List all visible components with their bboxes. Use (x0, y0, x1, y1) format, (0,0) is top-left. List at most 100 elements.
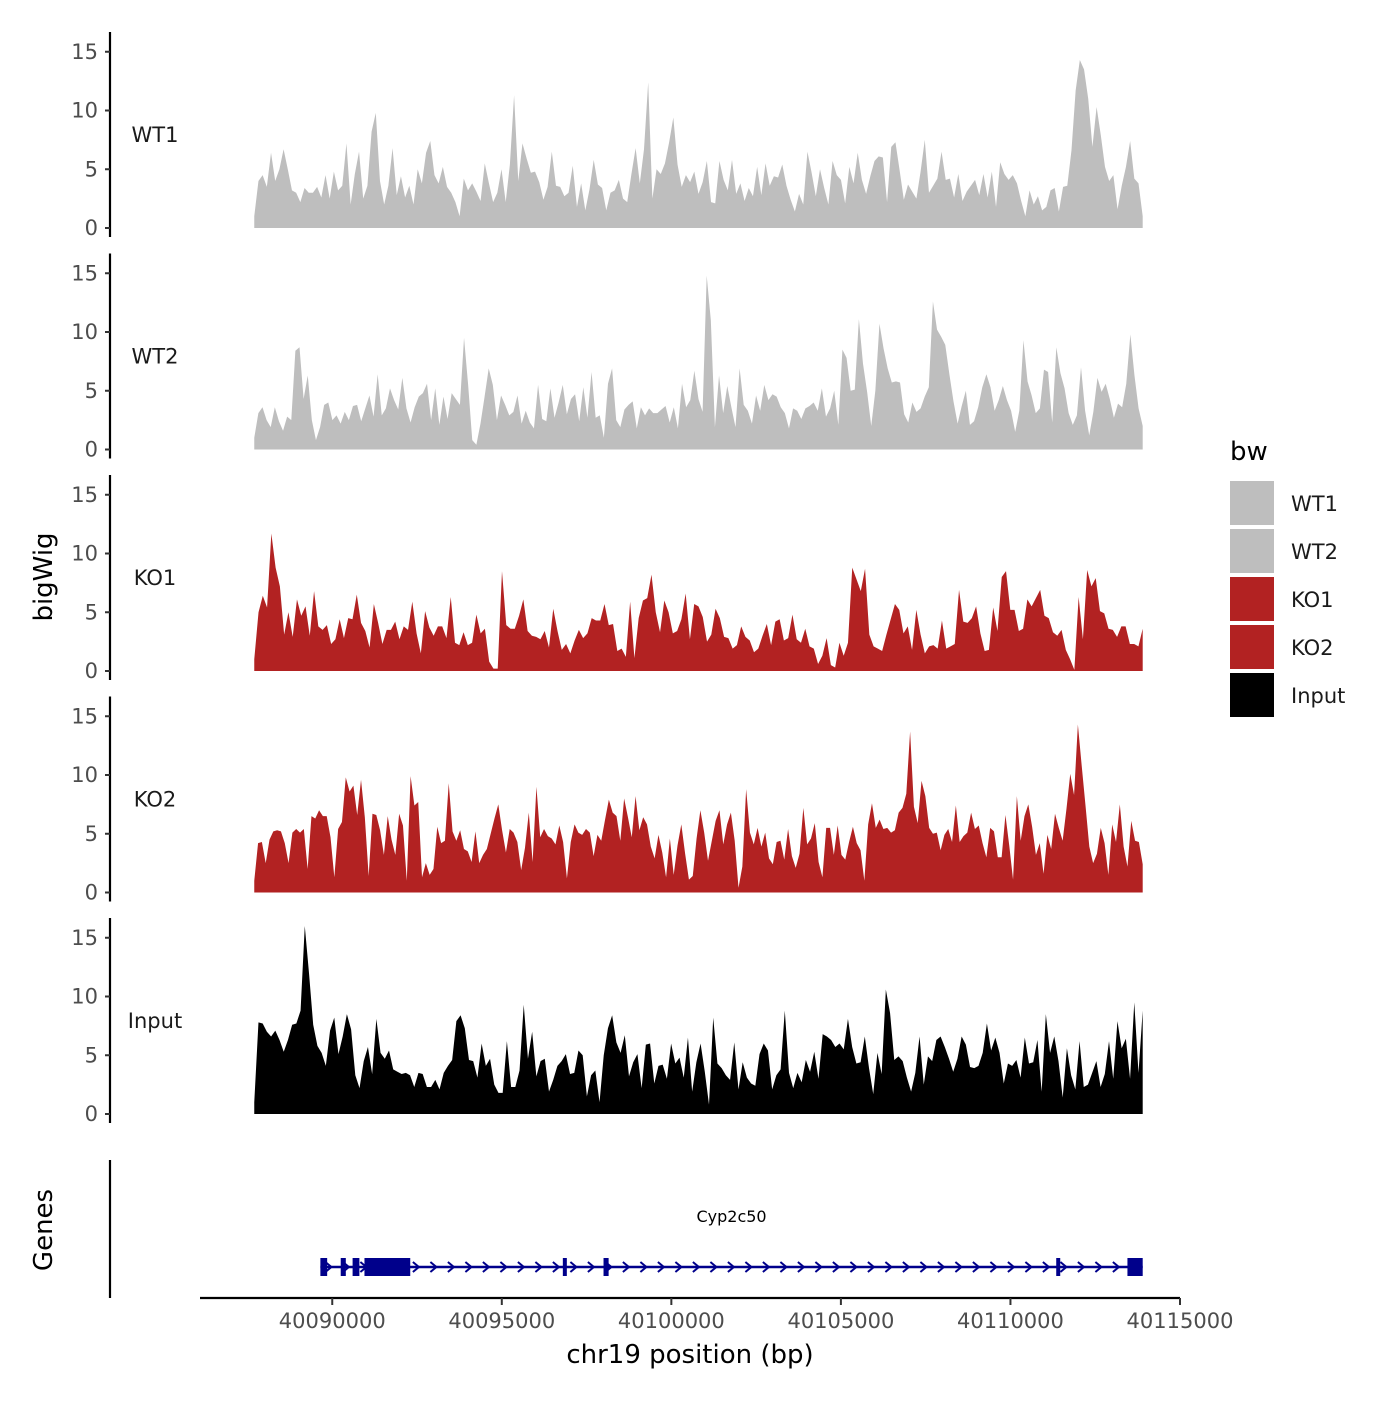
y-tick-label: 15 (71, 704, 98, 728)
y-tick-label: 15 (71, 40, 98, 64)
legend-label-wt2: WT2 (1291, 540, 1338, 564)
y-tick-label: 10 (71, 763, 98, 787)
strand-chevron (797, 1261, 806, 1273)
track-ko1: 0 5 10 15 KO1 (71, 475, 1143, 683)
y-tick-label: 15 (71, 926, 98, 950)
strand-chevron (447, 1261, 456, 1273)
x-tick-label: 40105000 (787, 1309, 894, 1333)
strand-chevron (552, 1261, 561, 1273)
strand-chevron (779, 1261, 788, 1273)
legend-label-input: Input (1291, 684, 1345, 708)
strand-chevron (324, 1261, 333, 1273)
legend-title: bw (1230, 437, 1268, 467)
strand-chevron (482, 1261, 491, 1273)
gene-label: Cyp2c50 (696, 1207, 766, 1226)
strand-chevron (622, 1261, 631, 1273)
strand-chevron (692, 1261, 701, 1273)
strand-chevron (937, 1261, 946, 1273)
legend-label-wt1: WT1 (1291, 492, 1338, 516)
y-tick-label: 0 (85, 216, 98, 240)
track-label: WT2 (132, 345, 179, 369)
strand-chevron (902, 1261, 911, 1273)
y-tick-label: 5 (85, 1043, 98, 1067)
x-tick-label: 40090000 (279, 1309, 386, 1333)
area-ko2 (254, 724, 1143, 893)
area-wt1 (254, 59, 1143, 228)
exon-block (340, 1258, 346, 1276)
strand-chevron (587, 1261, 596, 1273)
strand-chevron (517, 1261, 526, 1273)
track-label: KO2 (134, 788, 177, 812)
legend-label-ko1: KO1 (1291, 588, 1334, 612)
y-axis-title: bigWig (29, 532, 59, 621)
legend-key-input (1230, 673, 1274, 717)
exon-block (562, 1258, 567, 1276)
x-tick-label: 40110000 (957, 1309, 1064, 1333)
area-wt2 (254, 275, 1143, 450)
strand-chevron (1077, 1261, 1086, 1273)
y-tick-label: 0 (85, 881, 98, 905)
legend-key-wt2 (1230, 529, 1274, 573)
y-tick-label: 0 (85, 1102, 98, 1126)
exon-block (352, 1258, 360, 1276)
x-tick-label: 40115000 (1127, 1309, 1234, 1333)
exon-block (320, 1258, 328, 1276)
strand-chevron (867, 1261, 876, 1273)
track-label: WT1 (132, 123, 179, 147)
strand-chevron (919, 1261, 928, 1273)
y-tick-label: 10 (71, 985, 98, 1009)
strand-chevron (762, 1261, 771, 1273)
strand-chevron (639, 1261, 648, 1273)
track-wt2: 0 5 10 15 WT2 (71, 253, 1143, 462)
strand-chevron (499, 1261, 508, 1273)
y-tick-label: 15 (71, 483, 98, 507)
track-label: KO1 (134, 566, 177, 590)
track-label: Input (128, 1009, 182, 1033)
strand-chevron (1042, 1261, 1051, 1273)
strand-chevron (657, 1261, 666, 1273)
x-axis: 40090000 40095000 40100000 40105000 40110000… (200, 1296, 1234, 1333)
strand-chevron (884, 1261, 893, 1273)
y-tick-label: 10 (71, 320, 98, 344)
y-tick-label: 0 (85, 659, 98, 683)
y-tick-label: 0 (85, 438, 98, 462)
gene-panel-title: Genes (29, 1189, 59, 1271)
y-tick-label: 5 (85, 157, 98, 181)
legend-label-ko2: KO2 (1291, 636, 1334, 660)
y-tick-label: 5 (85, 379, 98, 403)
strand-chevron (744, 1261, 753, 1273)
y-tick-label: 5 (85, 822, 98, 846)
exon-block (1127, 1258, 1143, 1276)
strand-chevron (674, 1261, 683, 1273)
legend-key-ko2 (1230, 625, 1274, 669)
exon-block (603, 1258, 609, 1276)
strand-chevron (1024, 1261, 1033, 1273)
gene-panel: Cyp2c50 (108, 1160, 1143, 1298)
strand-chevron (814, 1261, 823, 1273)
track-panels: 0 5 10 15 WT1 0 5 10 15 WT2 0 5 10 15 KO1 0 5 10 15 KO2 0 5 10… (71, 32, 1143, 1126)
y-tick-label: 5 (85, 600, 98, 624)
x-tick-label: 40100000 (618, 1309, 725, 1333)
strand-chevron (429, 1261, 438, 1273)
strand-chevron (709, 1261, 718, 1273)
y-tick-label: 10 (71, 542, 98, 566)
strand-chevron (1059, 1261, 1068, 1273)
strand-chevron (412, 1261, 421, 1273)
strand-chevron (534, 1261, 543, 1273)
strand-chevron (972, 1261, 981, 1273)
y-tick-label: 15 (71, 261, 98, 285)
track-wt1: 0 5 10 15 WT1 (71, 32, 1143, 240)
strand-chevron (832, 1261, 841, 1273)
track-ko2: 0 5 10 15 KO2 (71, 696, 1143, 905)
exon-block (1056, 1258, 1061, 1276)
strand-chevron (954, 1261, 963, 1273)
x-axis-title: chr19 position (bp) (566, 1340, 813, 1370)
legend-key-wt1 (1230, 481, 1274, 525)
legend: bw WT1 WT2 KO1 KO2 Input (1230, 437, 1345, 717)
strand-chevron (989, 1261, 998, 1273)
strand-chevron (1112, 1261, 1121, 1273)
track-input: 0 5 10 15 Input (71, 918, 1143, 1126)
y-tick-label: 10 (71, 99, 98, 123)
